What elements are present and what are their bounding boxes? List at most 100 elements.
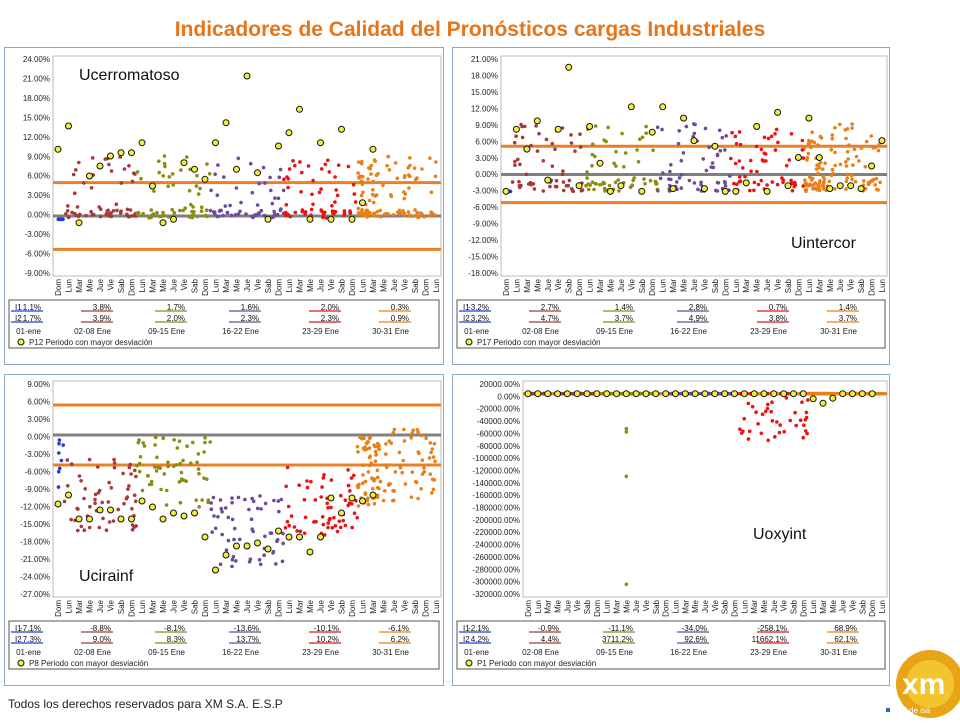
data-point [588,183,592,187]
data-point [809,178,814,182]
data-point [433,213,437,218]
page-title: Indicadores de Calidad del Pronósticos c… [174,18,766,41]
data-point [391,430,396,435]
data-point [537,131,541,136]
x-tick-label: Mar [296,279,305,293]
data-point [513,163,517,167]
data-point [76,528,80,533]
table-cell: 13.7% [236,635,259,644]
data-point [189,202,193,207]
table-cell: 62.1% [834,635,857,644]
x-tick-label: Mie [829,599,838,612]
highlight-point [711,390,719,398]
x-tick-label: Dom [524,600,533,617]
data-point [541,189,546,193]
data-point [512,140,517,145]
data-point [329,478,334,482]
logo-mark: xm [902,668,945,701]
data-point [363,479,368,484]
data-point [730,130,734,135]
data-point [517,179,521,184]
highlight-point [170,215,177,223]
x-tick-label: Mar [369,279,378,293]
data-point [249,517,254,521]
table-cell: 8.3% [167,635,185,644]
data-point [658,176,663,181]
data-point [257,181,261,186]
data-point [382,212,387,216]
week-label: 16-22 Ene [670,648,707,657]
data-point [135,211,139,215]
data-point [389,441,394,445]
x-tick-label: Mie [606,278,615,291]
data-point [776,140,780,145]
data-point [298,160,302,164]
data-point [741,166,745,170]
data-point [419,487,423,491]
highlight-point [254,539,261,547]
data-point [230,496,234,500]
data-point [157,159,161,163]
week-label: 01-ene [16,648,41,657]
x-tick-label: Mar [681,600,690,614]
highlight-point [180,512,188,520]
x-tick-label: Sab [117,599,126,614]
highlight-point [711,142,719,150]
highlight-point [805,114,813,122]
highlight-point [86,515,93,523]
data-point [765,183,769,187]
data-point [147,482,152,487]
x-tick-label: Mar [296,600,305,614]
data-point [104,212,108,216]
data-point [602,138,606,142]
x-tick-label: Dom [128,279,137,296]
x-tick-label: Mie [826,278,835,291]
x-tick-label: Sab [191,599,200,614]
y-tick-label: -3.00% [25,230,50,239]
data-point [433,174,438,179]
data-point [243,497,247,502]
highlight-point [691,390,699,398]
data-point [738,142,743,147]
x-tick-label: Vie [849,599,858,611]
y-tick-label: 3.00% [27,415,50,424]
data-point [696,187,700,192]
highlight-point [222,551,230,559]
data-point [427,214,432,218]
y-tick-label: 6.00% [27,172,50,181]
data-point [430,447,435,451]
data-point [792,184,796,189]
data-point [874,176,879,181]
data-point [233,212,238,217]
data-point [234,559,238,563]
data-point [743,174,747,179]
y-tick-label: -15.00% [468,253,498,262]
data-point [251,529,255,534]
data-point [373,459,378,463]
data-point [358,174,363,179]
data-point [415,428,420,432]
week-label: 02-08 Ene [74,327,111,336]
data-point [66,204,70,208]
data-point [829,391,834,396]
data-point [317,190,322,195]
data-point [112,465,117,470]
x-tick-label: Mar [819,600,828,614]
data-point [319,167,324,171]
legend-text: P8 Periodo con mayor desviación [29,659,148,668]
x-tick-label: Lun [732,279,741,292]
data-point [166,460,170,465]
x-tick-label: Mar [149,600,158,614]
data-point [119,181,124,185]
table-cell: 0.9% [391,314,409,323]
data-point [147,216,151,220]
data-point [554,178,559,183]
highlight-point [191,165,198,173]
data-point [321,522,326,527]
data-point [59,217,63,222]
data-point [224,548,229,552]
data-point [114,202,119,206]
data-point [854,154,859,159]
highlight-point [107,152,114,160]
highlight-point [534,390,542,398]
